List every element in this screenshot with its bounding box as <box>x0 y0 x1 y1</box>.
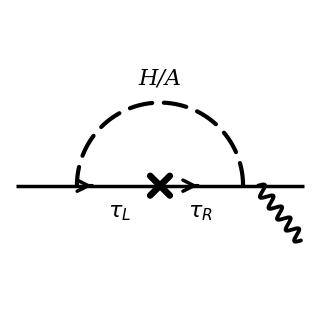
Text: $\tau_R$: $\tau_R$ <box>188 201 213 223</box>
Text: $\tau_L$: $\tau_L$ <box>108 201 131 223</box>
Text: H/A: H/A <box>139 67 181 89</box>
